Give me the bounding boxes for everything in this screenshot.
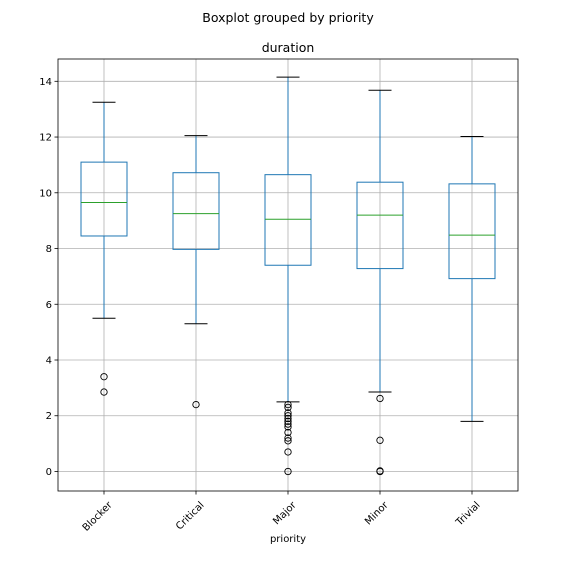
outlier-point [376, 436, 384, 444]
box-major [264, 76, 312, 476]
y-tick-label: 8 [46, 244, 52, 255]
iqr-box [264, 174, 312, 266]
y-tick-label: 10 [39, 188, 52, 199]
y-tick-label: 6 [46, 300, 52, 311]
outlier-point [284, 434, 292, 442]
outlier-point [284, 400, 292, 409]
chart-suptitle: Boxplot grouped by priority [202, 10, 374, 25]
axis-ticks: 0 2 4 6 8 10 12 14 Blocker Critical Major Minor Triv… [39, 77, 482, 534]
x-tick-label: Critical [174, 500, 207, 533]
box-critical [172, 135, 220, 409]
y-tick-label: 14 [39, 77, 52, 88]
box-minor [356, 89, 404, 476]
outlier-point [284, 423, 292, 431]
outlier-point [284, 448, 292, 456]
outlier-point [376, 394, 384, 403]
outlier-point [284, 467, 292, 476]
y-tick-label: 2 [46, 411, 52, 422]
outlier-point [284, 417, 292, 425]
outlier-point [284, 409, 292, 417]
outlier-point [284, 428, 292, 437]
outlier-point [100, 373, 108, 381]
outlier-point [284, 403, 292, 412]
y-tick-label: 12 [39, 133, 52, 144]
x-tick-label: Major [271, 499, 299, 527]
outlier-point [284, 420, 292, 428]
x-tick-label: Trivial [454, 500, 483, 529]
boxes [80, 76, 496, 476]
x-tick-label: Blocker [81, 499, 116, 534]
iqr-box [448, 183, 496, 280]
box-trivial [448, 135, 496, 422]
chart-title: duration [262, 40, 315, 55]
outlier-point [100, 388, 108, 396]
iqr-box [356, 181, 404, 270]
outlier-point [284, 412, 292, 420]
outlier-point [284, 437, 292, 445]
outlier-point [376, 467, 384, 476]
iqr-box [80, 161, 128, 237]
x-axis-label: priority [270, 534, 306, 545]
outlier-point [284, 414, 292, 423]
outlier-point [192, 400, 200, 409]
y-tick-label: 4 [46, 356, 52, 367]
x-tick-label: Minor [363, 499, 391, 527]
iqr-box [172, 172, 220, 250]
axes-frame [57, 58, 519, 492]
box-blocker [80, 101, 128, 396]
y-tick-label: 0 [46, 467, 52, 478]
